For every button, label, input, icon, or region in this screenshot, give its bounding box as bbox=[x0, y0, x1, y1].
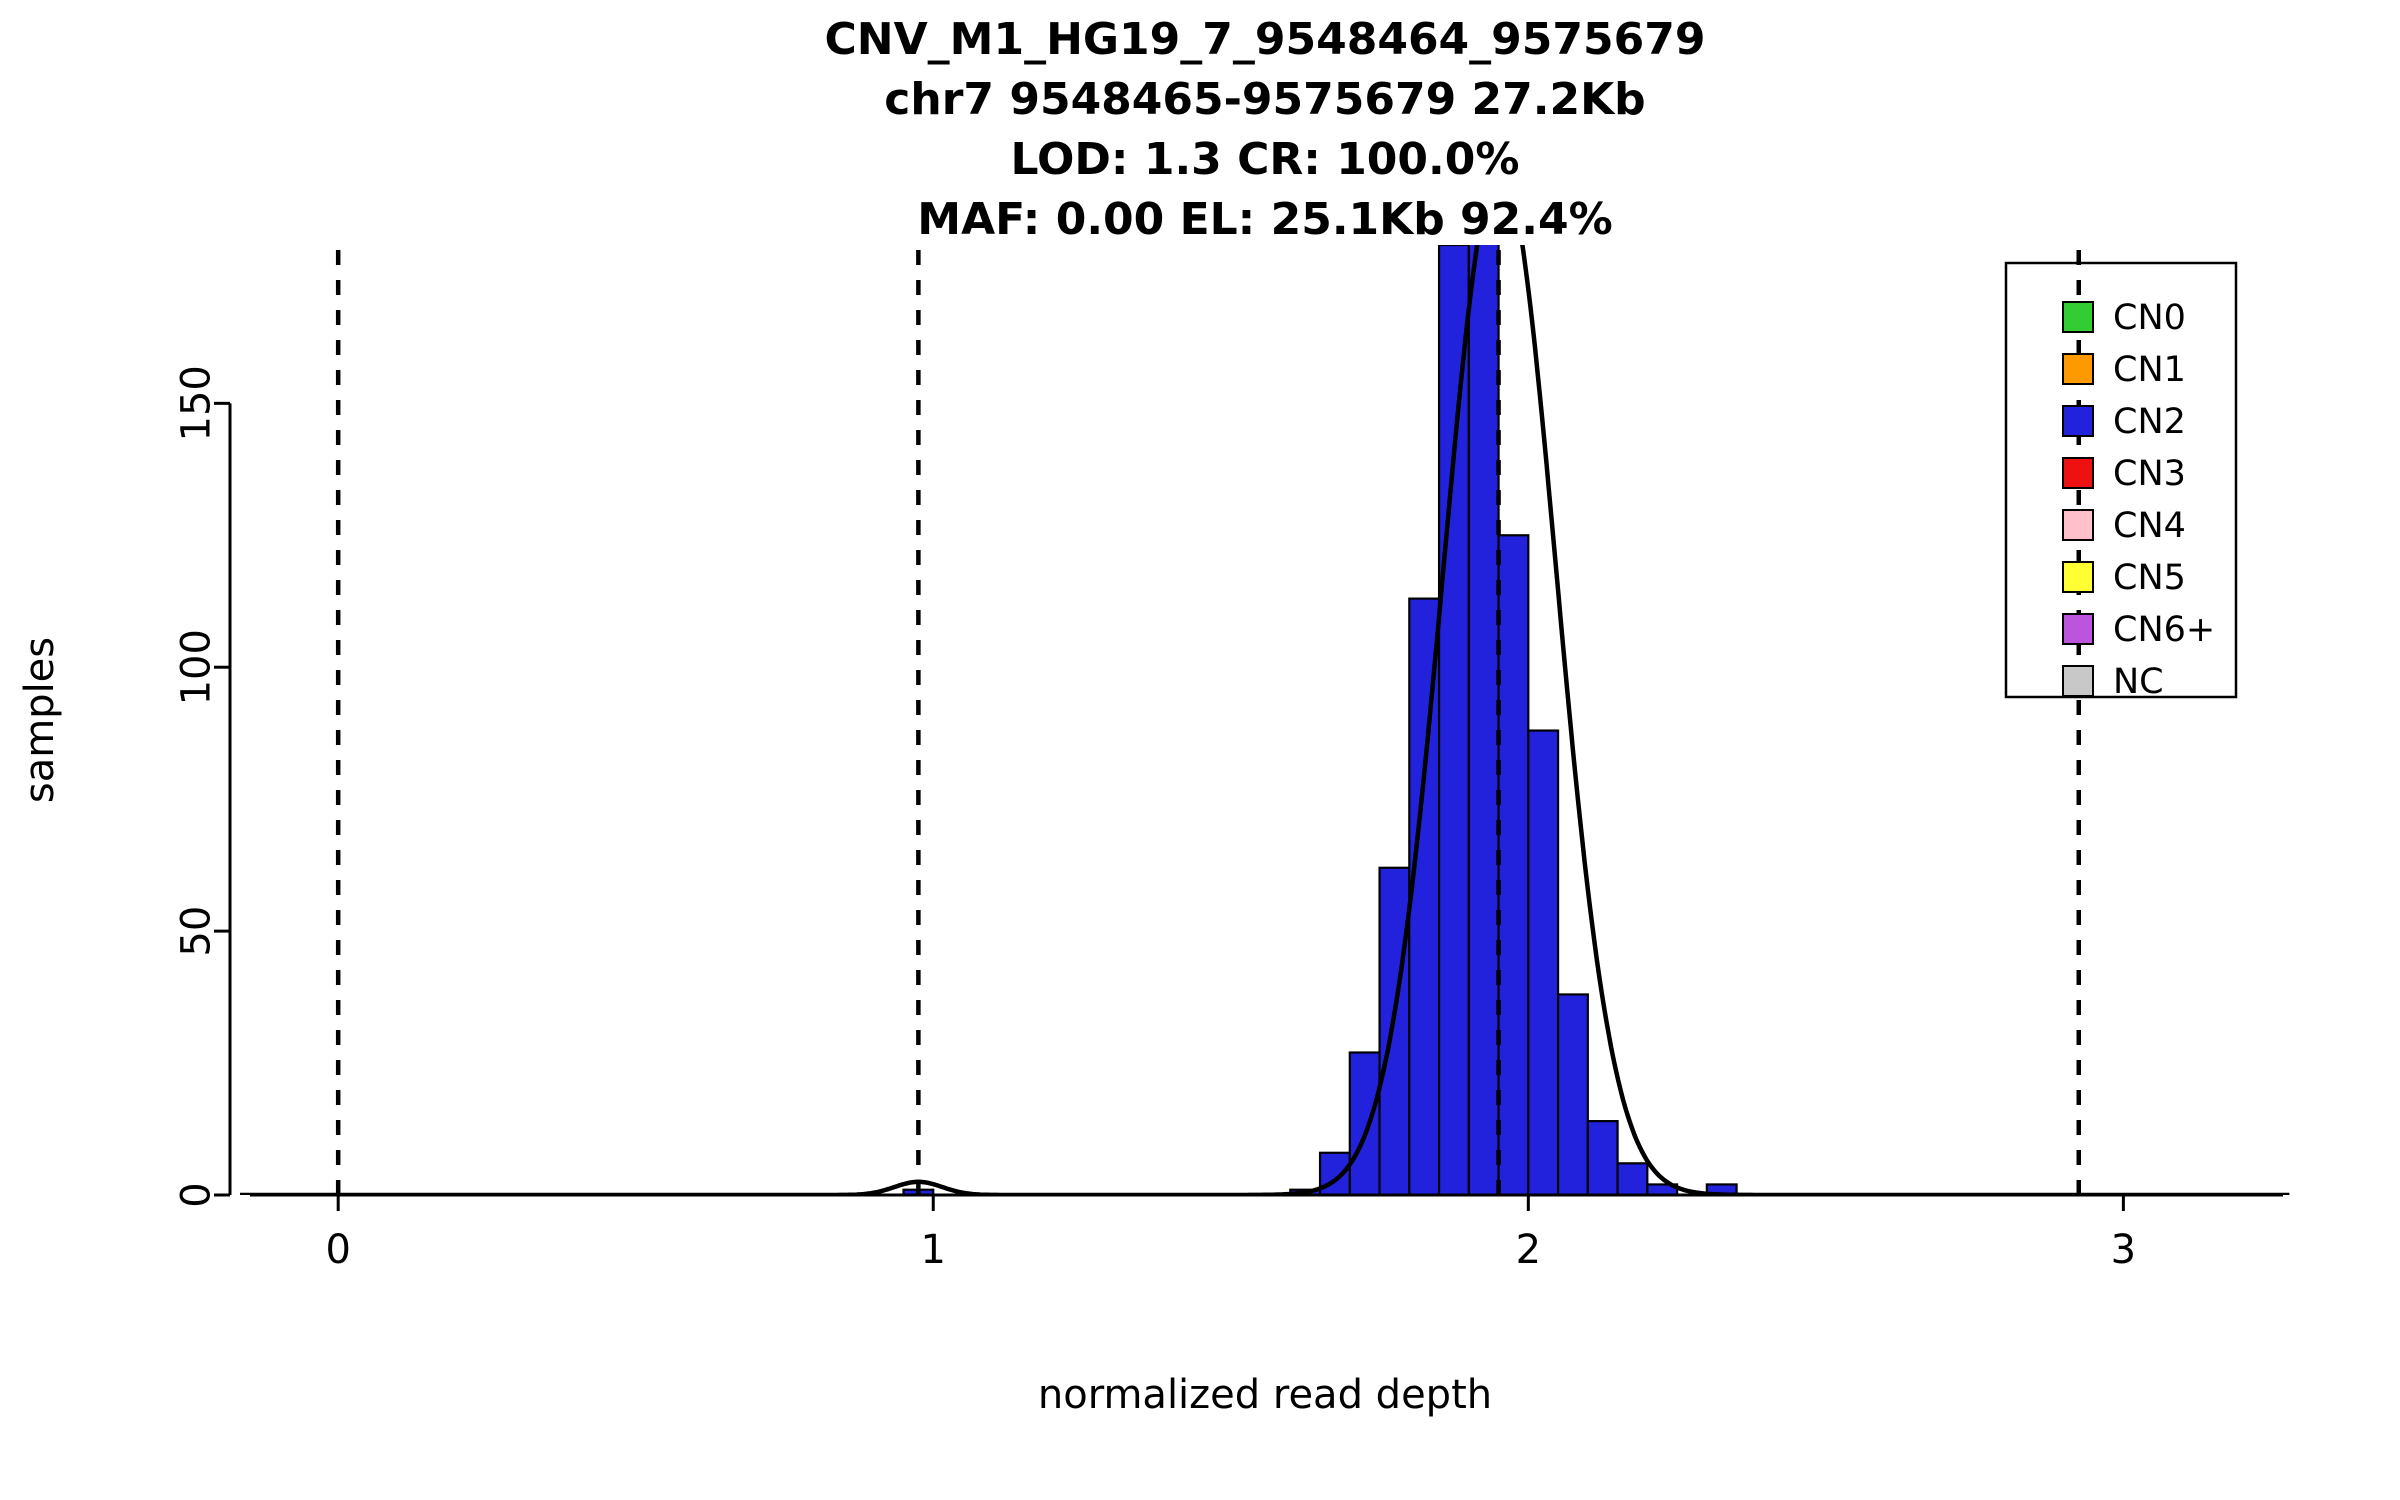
legend-label: CN2 bbox=[2113, 402, 2186, 442]
x-tick-label: 1 bbox=[921, 1227, 946, 1273]
histogram-bar bbox=[1527, 729, 1560, 1195]
legend-swatch-cn0 bbox=[2062, 301, 2094, 333]
histogram-bar bbox=[1467, 245, 1500, 1195]
y-tick-label: 50 bbox=[174, 906, 220, 957]
histogram-bar bbox=[1586, 1120, 1619, 1195]
histogram-bar bbox=[1616, 1162, 1649, 1195]
legend-label: CN4 bbox=[2113, 506, 2186, 546]
legend-label: CN3 bbox=[2113, 454, 2186, 494]
y-tick-label: 100 bbox=[174, 629, 220, 705]
legend-label: CN1 bbox=[2113, 350, 2186, 390]
legend-swatch-cn4 bbox=[2062, 509, 2094, 541]
y-axis-label: samples bbox=[17, 636, 63, 804]
legend-label: NC bbox=[2113, 662, 2164, 702]
title-line-4: MAF: 0.00 EL: 25.1Kb 92.4% bbox=[917, 194, 1613, 245]
title-line-1: CNV_M1_HG19_7_9548464_9575679 bbox=[824, 14, 1706, 65]
legend-label: CN5 bbox=[2113, 558, 2186, 598]
cn-reference-lines bbox=[335, 245, 2082, 1195]
histogram-bar bbox=[1705, 1183, 1738, 1195]
histogram-bar bbox=[1437, 245, 1470, 1195]
legend: CN0 CN1 CN2 CN3 CN4 CN5 CN6+ NC bbox=[2004, 261, 2238, 702]
legend-label: CN0 bbox=[2113, 298, 2186, 338]
y-tick-label: 0 bbox=[174, 1182, 220, 1207]
legend-swatch-cn1 bbox=[2062, 353, 2094, 385]
legend-swatch-cn3 bbox=[2062, 457, 2094, 489]
x-tick-label: 2 bbox=[1516, 1227, 1541, 1273]
histogram-bars bbox=[902, 245, 1738, 1195]
legend-swatch-cn6plus bbox=[2062, 613, 2094, 645]
histogram-bar bbox=[1408, 597, 1441, 1195]
chart-title-block: CNV_M1_HG19_7_9548464_9575679 chr7 95484… bbox=[825, 10, 1706, 250]
histogram-bar bbox=[1378, 866, 1411, 1195]
y-tick-label: 150 bbox=[174, 365, 220, 441]
title-line-2: chr7 9548465-9575679 27.2Kb bbox=[884, 74, 1646, 125]
histogram-bar bbox=[1348, 1051, 1381, 1195]
title-line-3: LOD: 1.3 CR: 100.0% bbox=[1010, 134, 1520, 185]
fit-curve bbox=[240, 245, 2290, 1195]
histogram-bar bbox=[1497, 534, 1530, 1195]
legend-swatch-nc bbox=[2062, 665, 2094, 697]
axes: 0 1 2 3 0 50 100 150 bbox=[174, 365, 2283, 1273]
legend-swatch-cn2 bbox=[2062, 405, 2094, 437]
x-tick-label: 0 bbox=[325, 1227, 350, 1273]
legend-swatch-cn5 bbox=[2062, 561, 2094, 593]
x-axis-label: normalized read depth bbox=[1037, 1372, 1493, 1418]
x-tick-label: 3 bbox=[2111, 1227, 2136, 1273]
legend-label: CN6+ bbox=[2113, 610, 2215, 650]
fit-curve-group bbox=[240, 245, 2290, 1195]
histogram-bar bbox=[1556, 993, 1589, 1195]
legend-box bbox=[2004, 261, 2238, 699]
